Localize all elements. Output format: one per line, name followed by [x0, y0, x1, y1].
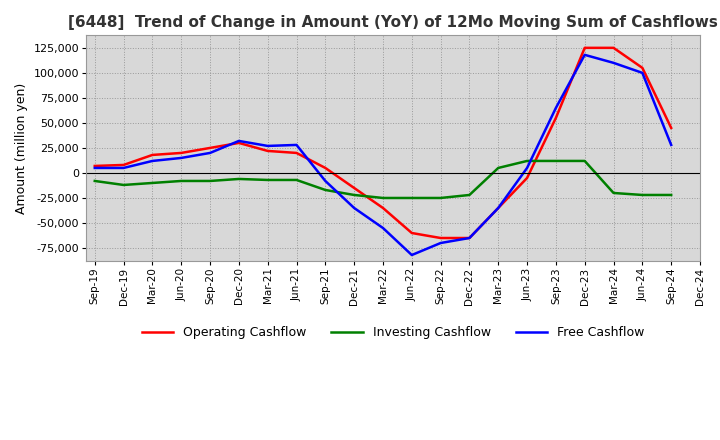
Y-axis label: Amount (million yen): Amount (million yen) [15, 82, 28, 213]
Operating Cashflow [494, 205, 503, 211]
Free Cashflow [91, 165, 99, 171]
Investing Cashflow [580, 158, 589, 164]
Investing Cashflow [91, 178, 99, 183]
Investing Cashflow [552, 158, 560, 164]
Free Cashflow [177, 155, 186, 161]
Free Cashflow [235, 138, 243, 143]
Free Cashflow [379, 225, 387, 231]
Operating Cashflow [638, 65, 647, 70]
Free Cashflow [580, 52, 589, 58]
Operating Cashflow [91, 163, 99, 169]
Free Cashflow [120, 165, 128, 171]
Free Cashflow [436, 240, 445, 246]
Free Cashflow [408, 253, 416, 258]
Line: Investing Cashflow: Investing Cashflow [95, 161, 671, 198]
Operating Cashflow [552, 115, 560, 121]
Operating Cashflow [609, 45, 618, 51]
Free Cashflow [552, 105, 560, 110]
Free Cashflow [321, 178, 330, 183]
Operating Cashflow [436, 235, 445, 241]
Operating Cashflow [350, 185, 359, 191]
Free Cashflow [494, 205, 503, 211]
Operating Cashflow [379, 205, 387, 211]
Free Cashflow [292, 142, 301, 147]
Investing Cashflow [609, 191, 618, 196]
Investing Cashflow [465, 192, 474, 198]
Investing Cashflow [494, 165, 503, 171]
Investing Cashflow [523, 158, 531, 164]
Operating Cashflow [580, 45, 589, 51]
Operating Cashflow [321, 165, 330, 171]
Operating Cashflow [292, 150, 301, 156]
Investing Cashflow [292, 177, 301, 183]
Investing Cashflow [379, 195, 387, 201]
Investing Cashflow [350, 192, 359, 198]
Investing Cashflow [321, 187, 330, 193]
Legend: Operating Cashflow, Investing Cashflow, Free Cashflow: Operating Cashflow, Investing Cashflow, … [137, 321, 649, 345]
Investing Cashflow [235, 176, 243, 182]
Operating Cashflow [264, 148, 272, 154]
Free Cashflow [148, 158, 157, 164]
Operating Cashflow [177, 150, 186, 156]
Investing Cashflow [120, 182, 128, 187]
Title: [6448]  Trend of Change in Amount (YoY) of 12Mo Moving Sum of Cashflows: [6448] Trend of Change in Amount (YoY) o… [68, 15, 718, 30]
Free Cashflow [638, 70, 647, 76]
Free Cashflow [465, 235, 474, 241]
Free Cashflow [264, 143, 272, 149]
Free Cashflow [206, 150, 215, 156]
Investing Cashflow [264, 177, 272, 183]
Operating Cashflow [465, 235, 474, 241]
Operating Cashflow [148, 152, 157, 158]
Investing Cashflow [206, 178, 215, 183]
Investing Cashflow [638, 192, 647, 198]
Operating Cashflow [120, 162, 128, 168]
Line: Operating Cashflow: Operating Cashflow [95, 48, 671, 238]
Investing Cashflow [408, 195, 416, 201]
Free Cashflow [609, 60, 618, 66]
Operating Cashflow [667, 125, 675, 131]
Free Cashflow [523, 165, 531, 171]
Operating Cashflow [408, 231, 416, 236]
Investing Cashflow [436, 195, 445, 201]
Operating Cashflow [523, 175, 531, 180]
Free Cashflow [667, 142, 675, 147]
Operating Cashflow [235, 140, 243, 146]
Operating Cashflow [206, 145, 215, 150]
Free Cashflow [350, 205, 359, 211]
Line: Free Cashflow: Free Cashflow [95, 55, 671, 255]
Investing Cashflow [667, 192, 675, 198]
Investing Cashflow [148, 180, 157, 186]
Investing Cashflow [177, 178, 186, 183]
